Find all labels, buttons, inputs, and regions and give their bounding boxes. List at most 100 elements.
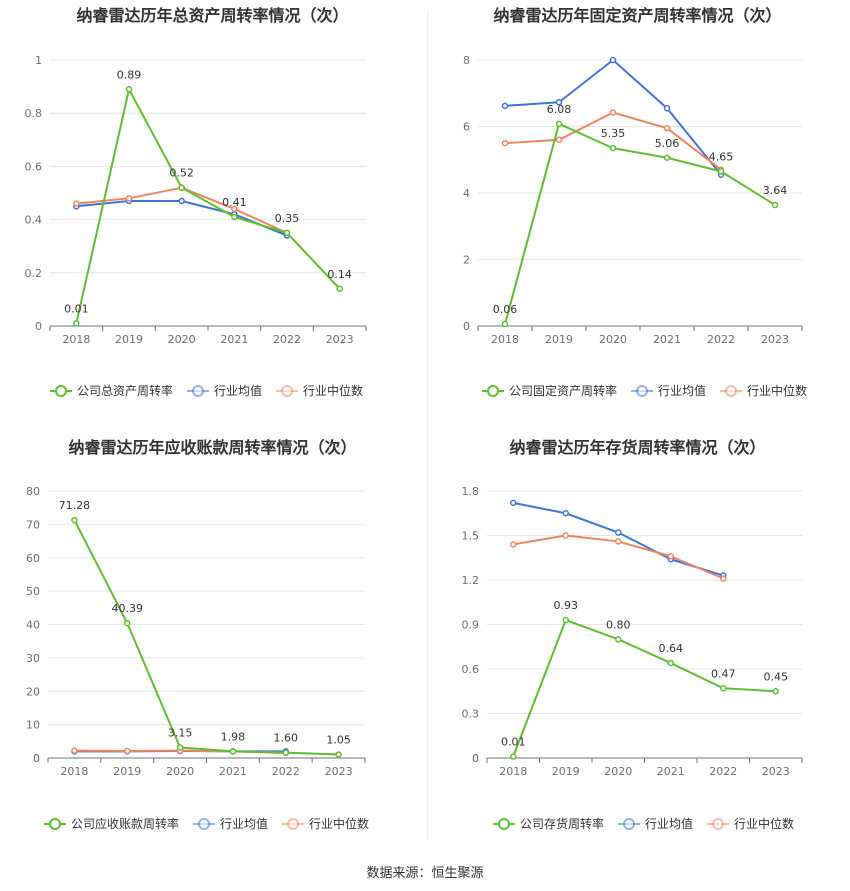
receivables-turnover-chart: 纳睿雷达历年应收账款周转率情况（次） 0 10 20 30 40 50 60 70 80 2018… [0, 430, 425, 860]
x-tick-label: 2022 [709, 765, 737, 778]
data-point[interactable] [510, 499, 517, 507]
data-point[interactable] [510, 541, 517, 548]
data-point[interactable] [73, 200, 80, 207]
data-point[interactable] [663, 124, 671, 132]
x-tick-label: 2019 [552, 765, 580, 778]
data-point[interactable] [178, 184, 185, 191]
data-point[interactable] [231, 205, 238, 213]
x-tick-label: 2021 [220, 333, 248, 346]
grid-lines [487, 490, 802, 714]
data-point[interactable] [71, 516, 78, 524]
series-0: 0.01 0.89 0.52 0.41 0.35 0.14 [64, 68, 352, 327]
data-point[interactable] [229, 748, 237, 755]
x-tick-label: 2019 [113, 765, 141, 778]
series-line [504, 111, 722, 171]
grid-lines [478, 59, 802, 260]
data-label: 1.05 [326, 733, 351, 746]
data-point[interactable] [71, 747, 78, 754]
data-label: 0.14 [327, 268, 352, 281]
legend-item[interactable]: 公司总资产周转率 [50, 383, 173, 398]
legend-item[interactable]: 行业中位数 [276, 383, 363, 398]
legend-marker [192, 385, 205, 397]
data-point[interactable] [555, 120, 563, 128]
chart-plot: 0 10 20 30 40 50 60 70 80 2018 2019 2020 2021 2022 202… [26, 485, 369, 831]
data-point[interactable] [501, 320, 509, 328]
y-tick-label: 60 [26, 552, 40, 565]
series-line [75, 88, 341, 324]
data-point[interactable] [501, 102, 509, 110]
data-point[interactable] [125, 195, 133, 202]
data-point[interactable] [501, 139, 509, 147]
x-tick-label: 2020 [168, 333, 196, 346]
series-0: 0.06 6.08 5.35 5.06 4.65 3.64 [493, 103, 787, 328]
legend-marker [287, 818, 300, 830]
data-point[interactable] [176, 744, 184, 751]
series-line [73, 519, 339, 756]
legend-item[interactable]: 公司应收账款周转率 [44, 816, 179, 831]
data-label: 0.01 [501, 736, 526, 749]
x-tick-label: 2019 [545, 333, 573, 346]
legend-item[interactable]: 公司存货周转率 [493, 816, 604, 831]
legend-item[interactable]: 行业中位数 [282, 816, 369, 831]
data-point[interactable] [663, 104, 671, 112]
legend-label: 行业均值 [658, 383, 706, 398]
data-label: 0.41 [222, 196, 247, 209]
data-point[interactable] [667, 553, 674, 560]
data-label: 3.15 [168, 726, 193, 739]
legend-marker [725, 385, 738, 397]
y-tick-label: 1.2 [462, 574, 480, 587]
data-point[interactable] [555, 136, 563, 144]
data-label: 71.28 [59, 499, 91, 512]
data-point[interactable] [615, 529, 622, 536]
data-point[interactable] [615, 538, 622, 545]
data-point[interactable] [771, 201, 779, 209]
data-point[interactable] [562, 616, 569, 624]
data-point[interactable] [663, 154, 671, 162]
legend-item[interactable]: 公司固定资产周转率 [482, 383, 617, 398]
legend-item[interactable]: 行业均值 [631, 383, 706, 398]
y-tick-label: 0.8 [25, 107, 43, 120]
data-point[interactable] [717, 168, 725, 175]
data-point[interactable] [282, 749, 289, 756]
data-point[interactable] [562, 510, 569, 517]
data-point[interactable] [667, 659, 674, 667]
legend-item[interactable]: 行业均值 [187, 383, 262, 398]
data-point[interactable] [720, 575, 727, 582]
x-tick-label: 2018 [62, 333, 90, 346]
data-point[interactable] [231, 213, 238, 221]
data-point[interactable] [609, 144, 617, 152]
x-tick-label: 2021 [219, 765, 247, 778]
data-label: 0.80 [606, 618, 631, 631]
legend: 公司总资产周转率 行业均值 行业中位数 [50, 383, 363, 398]
data-point[interactable] [73, 320, 80, 327]
data-point[interactable] [555, 98, 563, 106]
chart-plot: 0 2 4 6 8 2018 2019 2020 2021 2022 2023 0.06 6.08 5.3… [463, 54, 807, 398]
data-point[interactable] [178, 197, 185, 205]
data-point[interactable] [510, 753, 517, 760]
data-label: 0.64 [659, 642, 684, 655]
data-point[interactable] [562, 532, 569, 539]
data-point[interactable] [720, 685, 727, 692]
data-label: 0.06 [493, 303, 518, 316]
data-point[interactable] [124, 747, 131, 755]
data-point[interactable] [772, 688, 779, 695]
data-point[interactable] [615, 636, 622, 643]
legend-item[interactable]: 行业均值 [618, 816, 693, 831]
data-point[interactable] [609, 56, 617, 64]
data-label: 6.08 [547, 103, 572, 116]
data-point[interactable] [609, 109, 617, 116]
data-point[interactable] [124, 619, 131, 627]
x-tick-label: 2022 [272, 765, 300, 778]
legend-item[interactable]: 行业中位数 [720, 383, 807, 398]
x-tick-label: 2020 [166, 765, 194, 778]
series-1 [501, 56, 725, 178]
data-point[interactable] [283, 229, 291, 237]
legend-marker [198, 818, 211, 830]
data-point[interactable] [125, 86, 133, 93]
series-line [512, 619, 776, 757]
legend-item[interactable]: 行业中位数 [707, 816, 794, 831]
series-0: 71.28 40.39 3.15 1.98 1.60 1.05 [59, 499, 351, 758]
legend-item[interactable]: 行业均值 [193, 816, 268, 831]
data-point[interactable] [336, 285, 343, 293]
data-point[interactable] [335, 751, 342, 758]
